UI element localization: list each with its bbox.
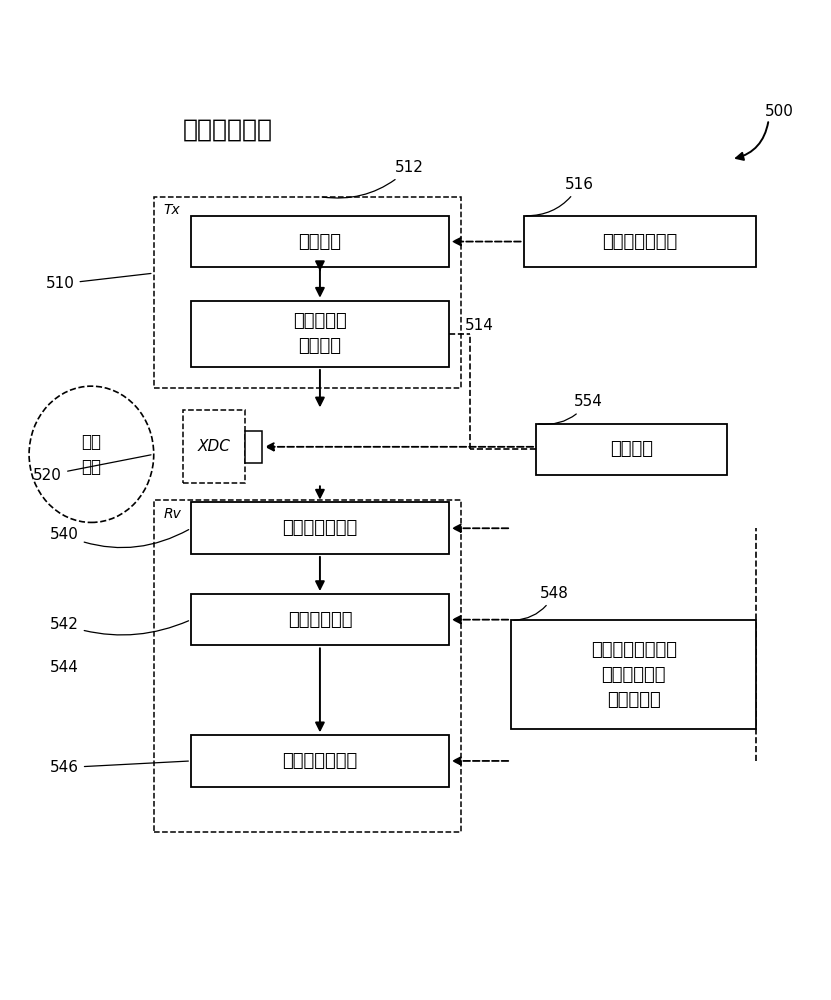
Bar [191,216,449,267]
Ellipse shape [29,386,154,522]
Text: 546: 546 [50,760,189,775]
Text: 540: 540 [50,527,189,548]
Text: 520: 520 [33,455,151,483]
Text: 孔径设计: 孔径设计 [610,440,653,458]
Bar [154,197,461,388]
Text: 554: 554 [538,394,602,424]
Text: 500: 500 [765,104,794,119]
Bar [183,410,245,483]
Text: 波形生成: 波形生成 [298,233,342,251]
Bar [191,735,449,787]
Text: Tx: Tx [164,203,180,217]
Text: 超声成像系统: 超声成像系统 [183,117,273,141]
Bar [511,620,756,729]
Text: 目标
体积: 目标 体积 [81,433,101,476]
Bar [191,594,449,645]
Bar [154,500,461,832]
Text: 传输切趾和
波束形成: 传输切趾和 波束形成 [293,312,347,355]
Text: 516: 516 [526,177,594,216]
Bar [524,216,756,267]
Text: 前波束形成滤波: 前波束形成滤波 [283,519,357,537]
Text: 548: 548 [514,586,569,620]
Text: 前波束形成滤波器
和后波束形成
滤波器设计: 前波束形成滤波器 和后波束形成 滤波器设计 [591,641,676,709]
Text: 544: 544 [50,660,79,675]
Text: 514: 514 [465,318,494,333]
Bar [191,301,449,367]
Text: Rv: Rv [164,507,182,521]
Text: 510: 510 [46,273,151,291]
Text: 542: 542 [50,617,189,635]
Text: 512: 512 [322,160,424,198]
Text: XDC: XDC [198,439,230,454]
Text: 后波束形成滤波: 后波束形成滤波 [283,752,357,770]
Bar [536,424,727,475]
Text: 波形合成和设计: 波形合成和设计 [602,233,677,251]
Bar [191,502,449,554]
Bar [245,431,262,463]
Text: 接收波束形成: 接收波束形成 [288,611,352,629]
